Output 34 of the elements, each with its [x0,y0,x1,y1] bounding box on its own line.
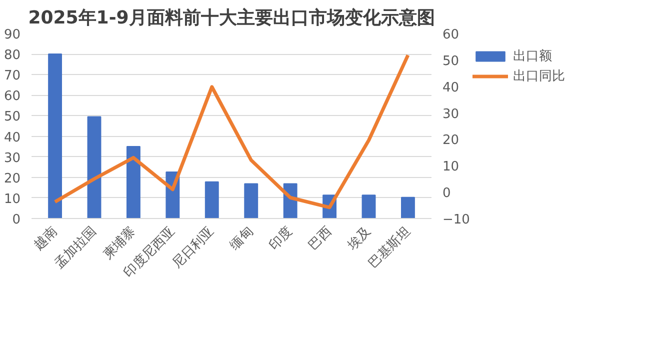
y2-tick-label: 10 [442,160,460,175]
bar [126,146,140,218]
y2-tick-label: 20 [442,133,460,148]
y-tick-label: 60 [4,89,21,104]
x-tick-label: 越南 [31,224,60,254]
y2-tick-label: 30 [442,106,460,122]
bar [362,194,376,218]
y2-tick-label: 40 [442,80,460,96]
legend-label: 出口同比 [513,68,565,85]
y-tick-label: 50 [4,110,21,125]
y-tick-label: 80 [4,48,21,64]
bar [204,181,219,218]
y2-tick-label: 0 [442,186,451,202]
x-tick-label: 巴西 [306,224,335,254]
y-tick-label: 0 [12,212,21,228]
legend-label: 出口额 [513,48,552,65]
y-tick-label: 40 [4,130,21,146]
y-tick-label: 30 [4,150,21,166]
bar [87,116,102,218]
x-tick-label: 缅甸 [227,224,256,254]
y-tick-label: 20 [4,171,21,186]
chart-title: 2025年1-9月面料前十大主要出口市场变化示意图 [28,8,435,28]
y2-tick-label: 50 [442,54,460,69]
bar [48,54,62,218]
y2-tick-label: 60 [442,28,460,42]
y2-tick-label: −10 [442,212,470,228]
bar [244,183,258,218]
bar [401,196,415,218]
x-tick-label: 埃及 [344,224,374,254]
x-tick-label: 印度 [266,223,296,254]
line-series [53,53,410,210]
y-tick-label: 90 [4,28,21,42]
y-tick-label: 10 [4,192,21,207]
y-tick-label: 70 [4,68,21,84]
